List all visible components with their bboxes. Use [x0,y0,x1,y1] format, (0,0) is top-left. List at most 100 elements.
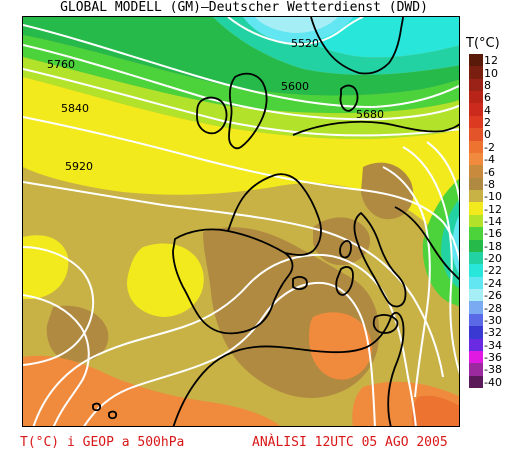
contour-label-5920: 5920 [65,160,93,173]
coastline-sardinia [335,266,354,296]
contour-west-arc [23,294,90,426]
temperature-patch-yellow-south [127,243,204,317]
contour-5760 [23,68,459,137]
legend-label: 0 [484,128,491,142]
legend-label: -4 [484,153,495,167]
contour-5920 [23,181,444,378]
legend-swatch [469,54,483,67]
map-title: GLOBAL MODELL (GM)—Deutscher Wetterdiens… [60,0,428,15]
legend-label: -22 [484,264,502,278]
legend-swatch [469,338,483,352]
coastline-sicily [372,314,399,334]
coastline-britain [228,72,268,150]
color-legend [469,54,483,389]
legend-swatch [469,78,483,92]
contour-southwest-loop [23,246,95,366]
legend-label: 6 [484,91,491,105]
contour-south-1 [32,253,417,426]
legend-swatch [469,190,483,203]
legend-swatch [469,103,483,117]
temperature-core-pale [255,17,338,33]
contour-5600 [23,24,459,109]
geopotential-contours [23,17,459,426]
legend-swatch [469,276,483,290]
legend-swatch [469,66,483,80]
legend-swatch [469,239,483,253]
legend-label: 8 [484,78,491,92]
coastline-denmark [339,84,359,112]
coastline-italy [353,212,407,308]
coastline-corsica [339,240,352,259]
contour-5680 [23,44,459,121]
legend-swatch [469,202,483,216]
legend-swatch [469,289,483,302]
coastline-france [227,173,322,256]
legend-label: -40 [484,375,502,389]
footer: T(°C) i GEOP a 500hPa ANÀLISI 12UTC 05 A… [0,434,520,452]
legend-label: -32 [484,326,502,340]
legend-title: T(°C) [466,36,500,51]
temperature-patch-brown-west [46,305,109,363]
coastline-islands-west [92,402,118,420]
legend-swatch [469,313,483,327]
contour-label-5760: 5760 [47,58,75,71]
legend-swatch [469,251,483,265]
legend-label: -6 [484,165,495,179]
contour-east-1 [382,166,431,398]
legend-swatch [469,91,483,104]
temperature-band-green [23,35,459,114]
contour-5840 [23,116,459,263]
coastline-balearics [292,276,308,290]
contour-label-5600: 5600 [281,80,309,93]
legend-label: 12 [484,54,498,68]
legend-label: 10 [484,66,498,80]
legend-label: -12 [484,202,502,216]
legend-label: -30 [484,313,502,327]
contour-5520 [227,17,364,46]
legend-swatch [469,214,483,228]
legend-labels: 12 10 8 6 4 2 0 -2 -4 -6 -8 -10 -12 -14 -16 -18 -20 -22 -2… [484,54,520,388]
legend-label: -2 [484,140,495,154]
coastline-iberia [172,228,294,335]
legend-swatch [469,165,483,179]
coastline-north-africa [172,311,405,426]
legend-swatch [469,128,483,142]
legend-label: 2 [484,116,491,130]
temperature-band-yellow [23,77,459,247]
legend-swatch [469,140,483,154]
legend-swatch [469,115,483,129]
map-canvas: 5520 5600 5680 5760 5840 5920 [23,17,459,426]
legend-label: -34 [484,338,502,352]
coastline-northsea [292,120,459,136]
contour-south-2 [83,281,376,426]
weather-map: 5520 5600 5680 5760 5840 5920 [22,16,460,427]
legend-swatch [469,301,483,315]
contour-east-2 [402,146,459,374]
coastlines [92,17,459,426]
legend-swatch [469,375,483,389]
legend-label: -18 [484,239,502,253]
legend-label: -26 [484,289,502,303]
temperature-patch-yellow-west [23,235,69,299]
legend-label: 4 [484,103,491,117]
contour-label-5680: 5680 [356,108,384,121]
temperature-patch-orange-southwest [23,355,281,426]
contour-label-5840: 5840 [61,102,89,115]
legend-swatch [469,227,483,241]
legend-label: -20 [484,252,502,266]
coastline-ireland [196,96,228,135]
legend-label: -10 [484,190,502,204]
legend-label: -16 [484,227,502,241]
legend-label: -28 [484,301,502,315]
coastline-balkans [394,206,459,281]
contour-east-3 [426,141,459,205]
legend-label: -38 [484,363,502,377]
temperature-patch-brown-france [313,217,371,266]
legend-label: -14 [484,215,502,228]
legend-swatch [469,152,483,166]
coastline-scandinavia [310,17,404,75]
temperature-patch-brown-italy [361,162,414,220]
temperature-band-darkgreen [23,17,459,96]
legend-label: -8 [484,177,495,191]
analysis-timestamp: ANÀLISI 12UTC 05 AGO 2005 [252,435,448,450]
